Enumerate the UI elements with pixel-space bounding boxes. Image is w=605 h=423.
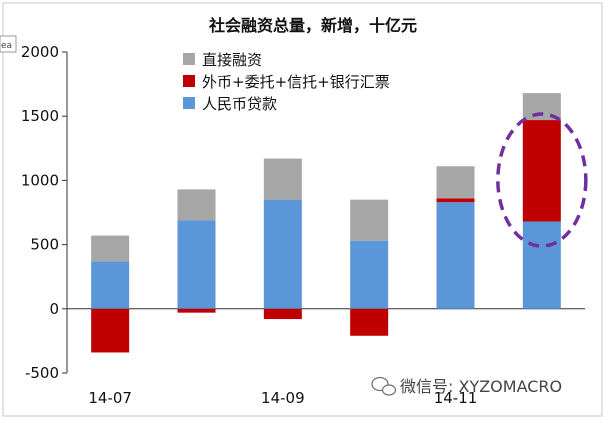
highlight-ellipse	[496, 112, 588, 248]
bar-segment	[263, 158, 302, 200]
bar-segment	[350, 308, 389, 336]
legend-swatch	[183, 75, 195, 87]
bar-segment	[350, 240, 389, 309]
y-tick-label: 1500	[21, 107, 59, 125]
bar-segment	[436, 166, 475, 199]
x-tick-label: 14-11	[434, 389, 478, 407]
badge-text: ea	[1, 41, 12, 51]
chart-title: 社会融资总量，新增，十亿元	[208, 16, 417, 35]
x-tick-label: 14-07	[88, 389, 132, 407]
bar-segment	[263, 199, 302, 309]
bar-segment	[436, 202, 475, 309]
bar-segment	[522, 120, 561, 222]
bar-segment	[91, 235, 130, 262]
bar-segment	[522, 221, 561, 309]
bar-segment	[436, 198, 475, 203]
legend-label: 直接融资	[202, 51, 262, 69]
badge: ea	[0, 35, 17, 53]
x-tick-label: 14-09	[261, 389, 305, 407]
y-tick-label: 0	[49, 300, 59, 318]
bar-segment	[350, 199, 389, 241]
y-tick-label: 500	[30, 236, 59, 254]
y-tick-label: -500	[25, 364, 59, 382]
y-tick-label: 2000	[21, 43, 59, 61]
bar-segment	[177, 220, 216, 309]
wechat-icon	[371, 376, 397, 396]
legend-label: 外币+委托+信托+银行汇票	[202, 73, 390, 91]
watermark: 微信号: XYZOMACRO	[371, 376, 562, 396]
plot-area: -500 0 500 1000 1500 2000 14-07 14-09 14-11	[21, 43, 588, 407]
bar-segment	[91, 261, 130, 309]
watermark-text: 微信号: XYZOMACRO	[400, 377, 562, 396]
legend-label: 人民币贷款	[202, 95, 277, 113]
legend-swatch	[183, 97, 195, 109]
y-tick-label: 1000	[21, 171, 59, 189]
bar-segment	[177, 189, 216, 221]
bar-segment	[177, 308, 216, 313]
legend-swatch	[183, 53, 195, 65]
bar-segment	[91, 308, 130, 353]
bar-segment	[263, 308, 302, 320]
